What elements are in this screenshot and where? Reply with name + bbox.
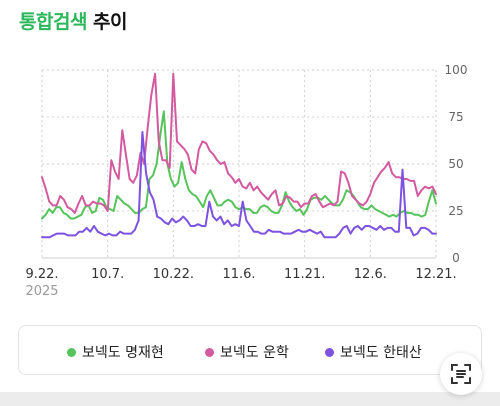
legend-label: 보넥도 운학	[220, 345, 289, 361]
series-line-1	[41, 110, 437, 220]
legend-label: 보넥도 한태산	[340, 345, 422, 361]
scan-text-button[interactable]	[440, 353, 482, 395]
title-accent: 통합검색	[19, 11, 87, 33]
legend-item-series-3[interactable]: 보넥도 한태산	[325, 342, 422, 362]
trend-chart: 9.22. 10.7. 10.22. 11.6. 11.21. 12.6. 12.21. 20…	[25, 63, 468, 299]
x-tick-year-label: 2025	[25, 284, 58, 299]
bottom-bar	[0, 392, 500, 406]
x-tick-label: 12.21.	[415, 267, 456, 282]
x-tick-label: 12.6.	[354, 267, 387, 282]
series-line-3	[41, 131, 437, 239]
y-tick-label: 75	[448, 110, 463, 124]
x-tick-label: 11.21.	[284, 267, 325, 282]
legend-dot-icon	[205, 347, 214, 357]
page-title: 통합검색 추이	[19, 7, 128, 34]
legend-dot-icon	[325, 347, 334, 357]
y-tick-label: 25	[448, 204, 463, 218]
chart-legend: 보넥도 명재현 보넥도 운학 보넥도 한태산	[18, 325, 482, 375]
y-tick-label: 100	[445, 63, 468, 77]
legend-dot-icon	[67, 347, 76, 357]
scan-text-icon	[451, 364, 471, 384]
series-line-2	[41, 72, 437, 214]
title-rest: 추이	[93, 11, 128, 33]
legend-item-series-1[interactable]: 보넥도 명재현	[67, 342, 164, 362]
y-tick-label: 50	[448, 157, 463, 171]
y-tick-label: 0	[452, 251, 460, 265]
legend-label: 보넥도 명재현	[82, 345, 164, 361]
legend-item-series-2[interactable]: 보넥도 운학	[205, 342, 289, 362]
x-tick-label: 11.6.	[222, 267, 255, 282]
x-tick-label: 10.7.	[91, 267, 124, 282]
x-tick-label: 10.22.	[153, 267, 194, 282]
x-tick-label: 9.22.	[25, 267, 58, 282]
